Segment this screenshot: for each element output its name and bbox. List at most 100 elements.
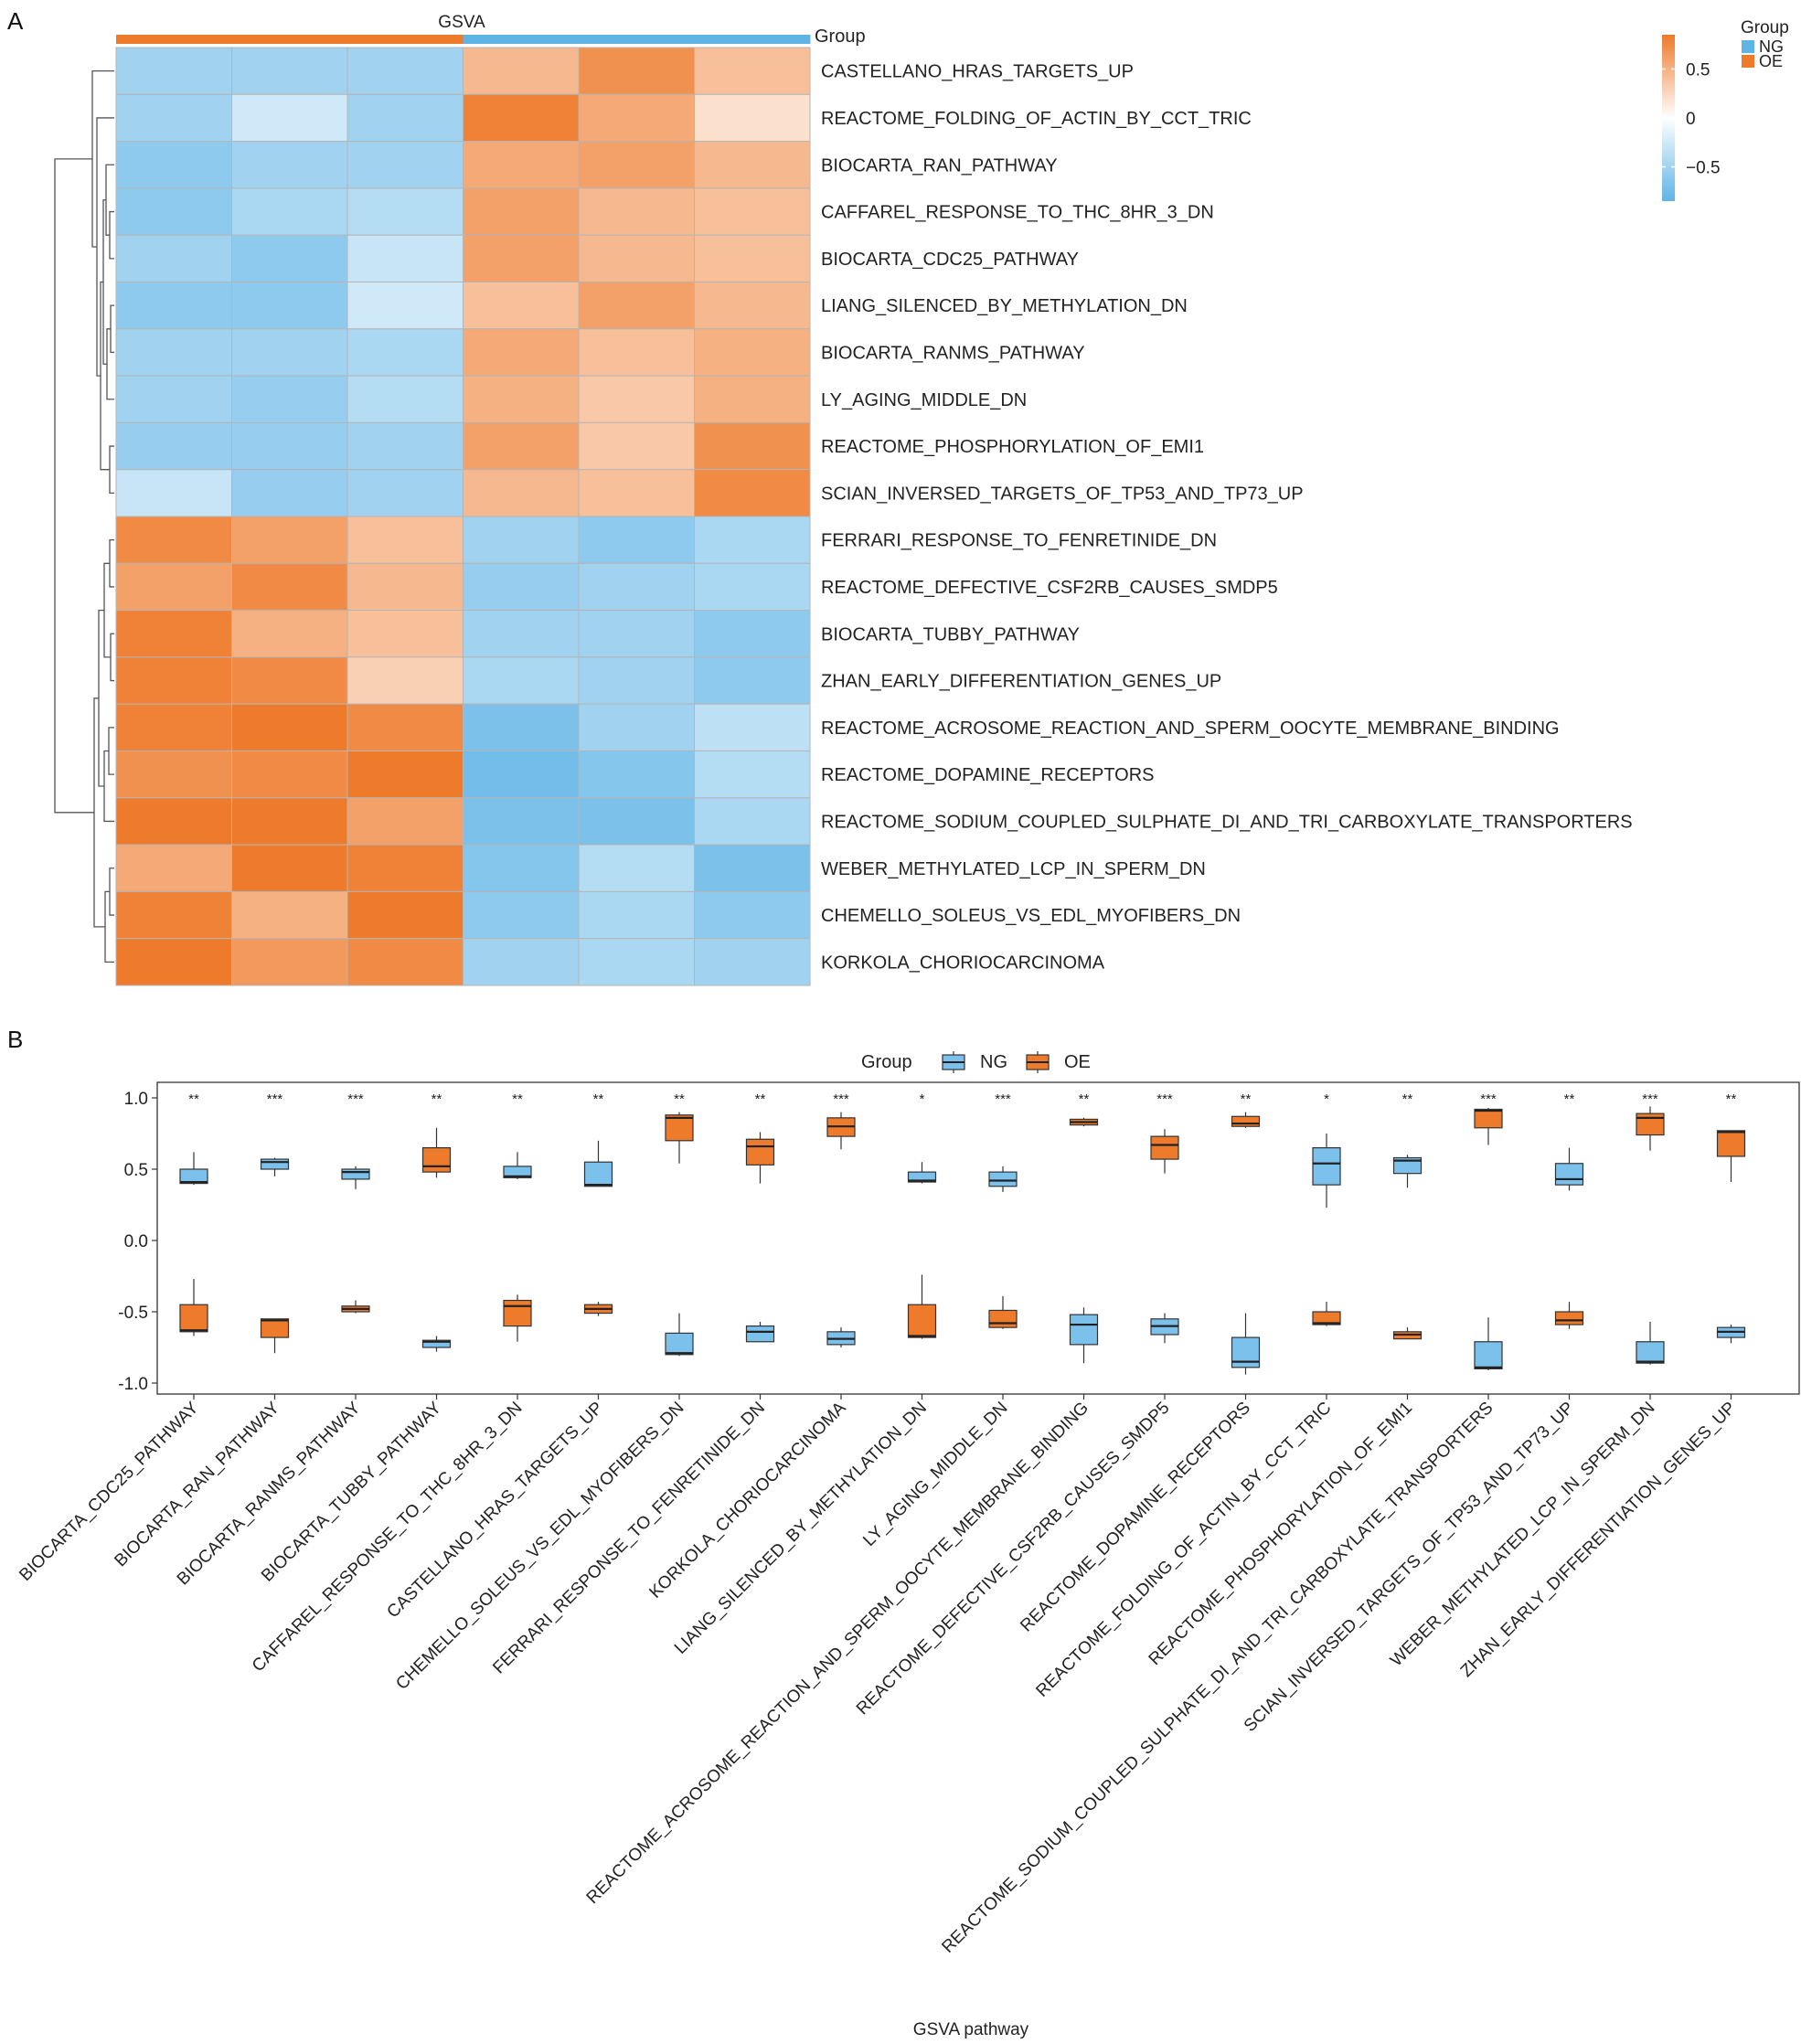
heat-cell-r2-c5 [578,93,695,143]
heat-cell-r15-c3 [346,703,464,752]
box-pair-11 [988,1166,1018,1400]
heat-cell-r15-c2 [231,703,348,752]
box-pair-16 [1392,1155,1423,1400]
significance-mark: ** [1564,1091,1575,1107]
heat-cell-r8-c4 [463,375,580,423]
box-pair-9 [826,1112,856,1400]
heat-cell-r15-c4 [463,703,580,752]
heat-cell-r2-c6 [694,93,811,143]
heatmap-row-label: REACTOME_ACROSOME_REACTION_AND_SPERM_OOC… [821,719,1560,739]
box-pair-4 [421,1127,452,1400]
dendrogram-branch [109,539,114,588]
heat-cell-r8-c1 [115,375,232,423]
heat-cell-r13-c1 [115,610,232,658]
box-ng [1474,1341,1503,1370]
heat-cell-r16-c5 [578,751,695,799]
significance-mark: ** [1402,1091,1413,1107]
box-oe [745,1138,775,1166]
box-ng [179,1168,208,1185]
dendrogram-branch [98,609,104,787]
heat-cell-r10-c4 [463,469,580,517]
heat-cell-r15-c1 [115,703,232,752]
heat-cell-r8-c6 [694,375,811,423]
heat-cell-r5-c6 [694,234,811,283]
heat-cell-r1-c4 [463,47,580,95]
dendrogram-branch [93,697,105,928]
heat-cell-r6-c5 [578,282,695,330]
dendrogram-branch [110,633,114,682]
heat-cell-r16-c3 [346,751,464,799]
heat-cell-r9-c2 [231,421,348,471]
boxplot-legend-oe: OE [1064,1052,1091,1072]
heat-cell-r18-c5 [578,844,695,892]
x-tick-label: REACTOME_ACROSOME_REACTION_AND_SPERM_OOC… [583,1399,1092,1908]
box-ng [1069,1314,1099,1346]
heat-cell-r14-c2 [231,656,348,705]
significance-mark: *** [995,1091,1011,1107]
heat-cell-r16-c6 [694,751,811,799]
box-oe [1474,1108,1503,1129]
heat-cell-r17-c2 [231,797,348,846]
heat-cell-r4-c2 [231,187,348,236]
significance-mark: *** [1642,1091,1658,1107]
heat-cell-r15-c5 [578,703,695,752]
box-ng [1554,1163,1584,1186]
x-tick-label: FERRARI_RESPONSE_TO_FENRETINIDE_DN [489,1399,769,1678]
heat-cell-r5-c1 [115,234,232,283]
heatmap-cells [115,47,811,986]
boxplot-y-axis: 1.0 0.5 0.0 -0.5 -1.0 [118,1090,157,1394]
box-ng [665,1332,694,1356]
heatmap-row-label: FERRARI_RESPONSE_TO_FENRETINIDE_DN [821,531,1217,551]
heat-cell-r6-c4 [463,282,580,330]
heat-cell-r8-c2 [231,375,348,423]
boxplot-boxes [179,1106,1746,1400]
heatmap-row-label: CHEMELLO_SOLEUS_VS_EDL_MYOFIBERS_DN [821,906,1241,926]
heatmap-row-labels: CASTELLANO_HRAS_TARGETS_UP REACTOME_FOLDI… [821,62,1633,974]
heat-cell-r10-c6 [694,469,811,517]
heat-cell-r8-c5 [578,375,695,423]
heat-cell-r13-c3 [346,610,464,658]
heat-cell-r11-c2 [231,516,348,564]
heat-cell-r2-c3 [346,93,464,143]
significance-mark: *** [267,1091,283,1107]
box-pair-2 [260,1157,290,1400]
heat-cell-r19-c3 [346,890,464,940]
boxplot-xlabel: GSVA pathway [913,2020,1029,2039]
box-pair-5 [503,1152,532,1400]
box-oe [1636,1112,1665,1136]
heat-cell-r12-c5 [578,562,695,612]
heat-cell-r19-c6 [694,890,811,940]
heatmap-row-label: BIOCARTA_CDC25_PATHWAY [821,250,1079,270]
box-pair-12 [1069,1117,1099,1400]
heat-cell-r7-c2 [231,328,348,377]
heat-cell-r9-c3 [346,421,464,471]
significance-mark: ** [674,1091,685,1107]
box-oe [1554,1311,1584,1325]
heat-cell-r20-c2 [231,938,348,986]
legend-key-ng [942,1051,965,1073]
box-ng [583,1161,613,1187]
box-oe [1150,1135,1179,1160]
heat-cell-r12-c2 [231,562,348,612]
heat-cell-r8-c3 [346,375,464,423]
heat-cell-r19-c5 [578,890,695,940]
heat-cell-r5-c3 [346,234,464,283]
heat-cell-r11-c5 [578,516,695,564]
heat-cell-r6-c3 [346,282,464,330]
dendrogram-branch [100,281,110,471]
heatmap-legend-swatch-ng [1742,40,1754,53]
panel-b-boxplot: B Group NG OE 1.00.50.0-0.5-1.0 ** *** ***… [7,1026,1800,2039]
heatmap-legend-ng: NG [1759,37,1784,56]
heat-cell-r5-c5 [578,234,695,283]
box-ng [341,1168,370,1180]
significance-mark: ** [1079,1091,1090,1107]
heat-cell-r11-c6 [694,516,811,564]
x-tick-label: REACTOME_DEFECTIVE_CSF2RB_CAUSES_SMDP5 [853,1399,1174,1719]
heat-cell-r18-c6 [694,844,811,892]
heat-cell-r1-c1 [115,47,232,95]
box-oe [503,1299,532,1327]
box-ng [988,1171,1018,1187]
heat-cell-r12-c3 [346,562,464,612]
boxplot-legend: Group NG OE [861,1051,1091,1073]
significance-mark: * [1324,1091,1329,1107]
